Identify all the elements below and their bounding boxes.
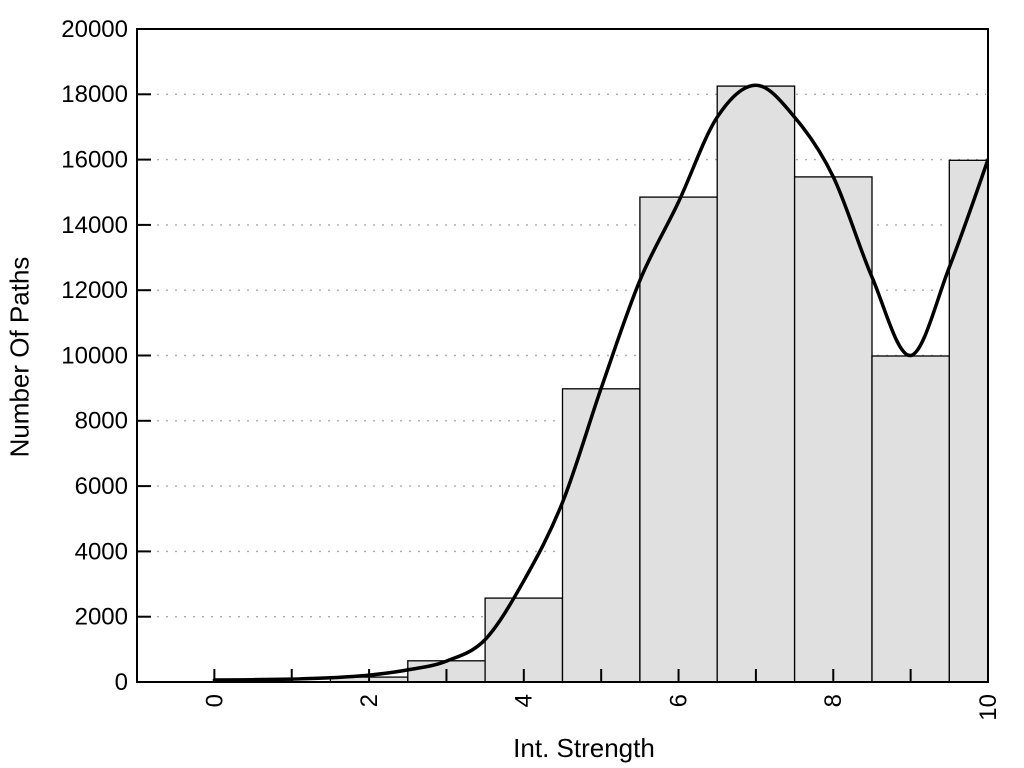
x-tick-label: 8	[820, 694, 847, 707]
histogram-bar	[871, 355, 951, 683]
histogram-bar	[639, 196, 718, 683]
y-tick-label: 2000	[75, 604, 128, 631]
y-tick-label: 14000	[61, 212, 128, 239]
x-axis-title: Int. Strength	[513, 733, 655, 763]
x-tick-label: 4	[511, 694, 538, 707]
histogram-bar	[716, 85, 796, 683]
y-axis-title: Number Of Paths	[4, 256, 35, 458]
y-tick-label: 4000	[75, 538, 128, 565]
y-tick-label: 8000	[75, 408, 128, 435]
histogram-bar	[948, 159, 989, 683]
y-tick-label: 6000	[75, 473, 128, 500]
x-tick-label: 10	[975, 694, 1002, 721]
x-tick-label: 0	[201, 694, 228, 707]
x-tick-label: 2	[356, 694, 383, 707]
y-tick-label: 0	[115, 669, 128, 696]
y-tick-label: 12000	[61, 277, 128, 304]
y-tick-label: 18000	[61, 81, 128, 108]
y-tick-label: 20000	[61, 16, 128, 43]
histogram-bar	[561, 388, 641, 683]
y-tick-label: 16000	[61, 147, 128, 174]
histogram-bar	[793, 176, 873, 683]
x-tick-label: 6	[665, 694, 692, 707]
y-tick-label: 10000	[61, 342, 128, 369]
density-curve	[212, 83, 988, 682]
